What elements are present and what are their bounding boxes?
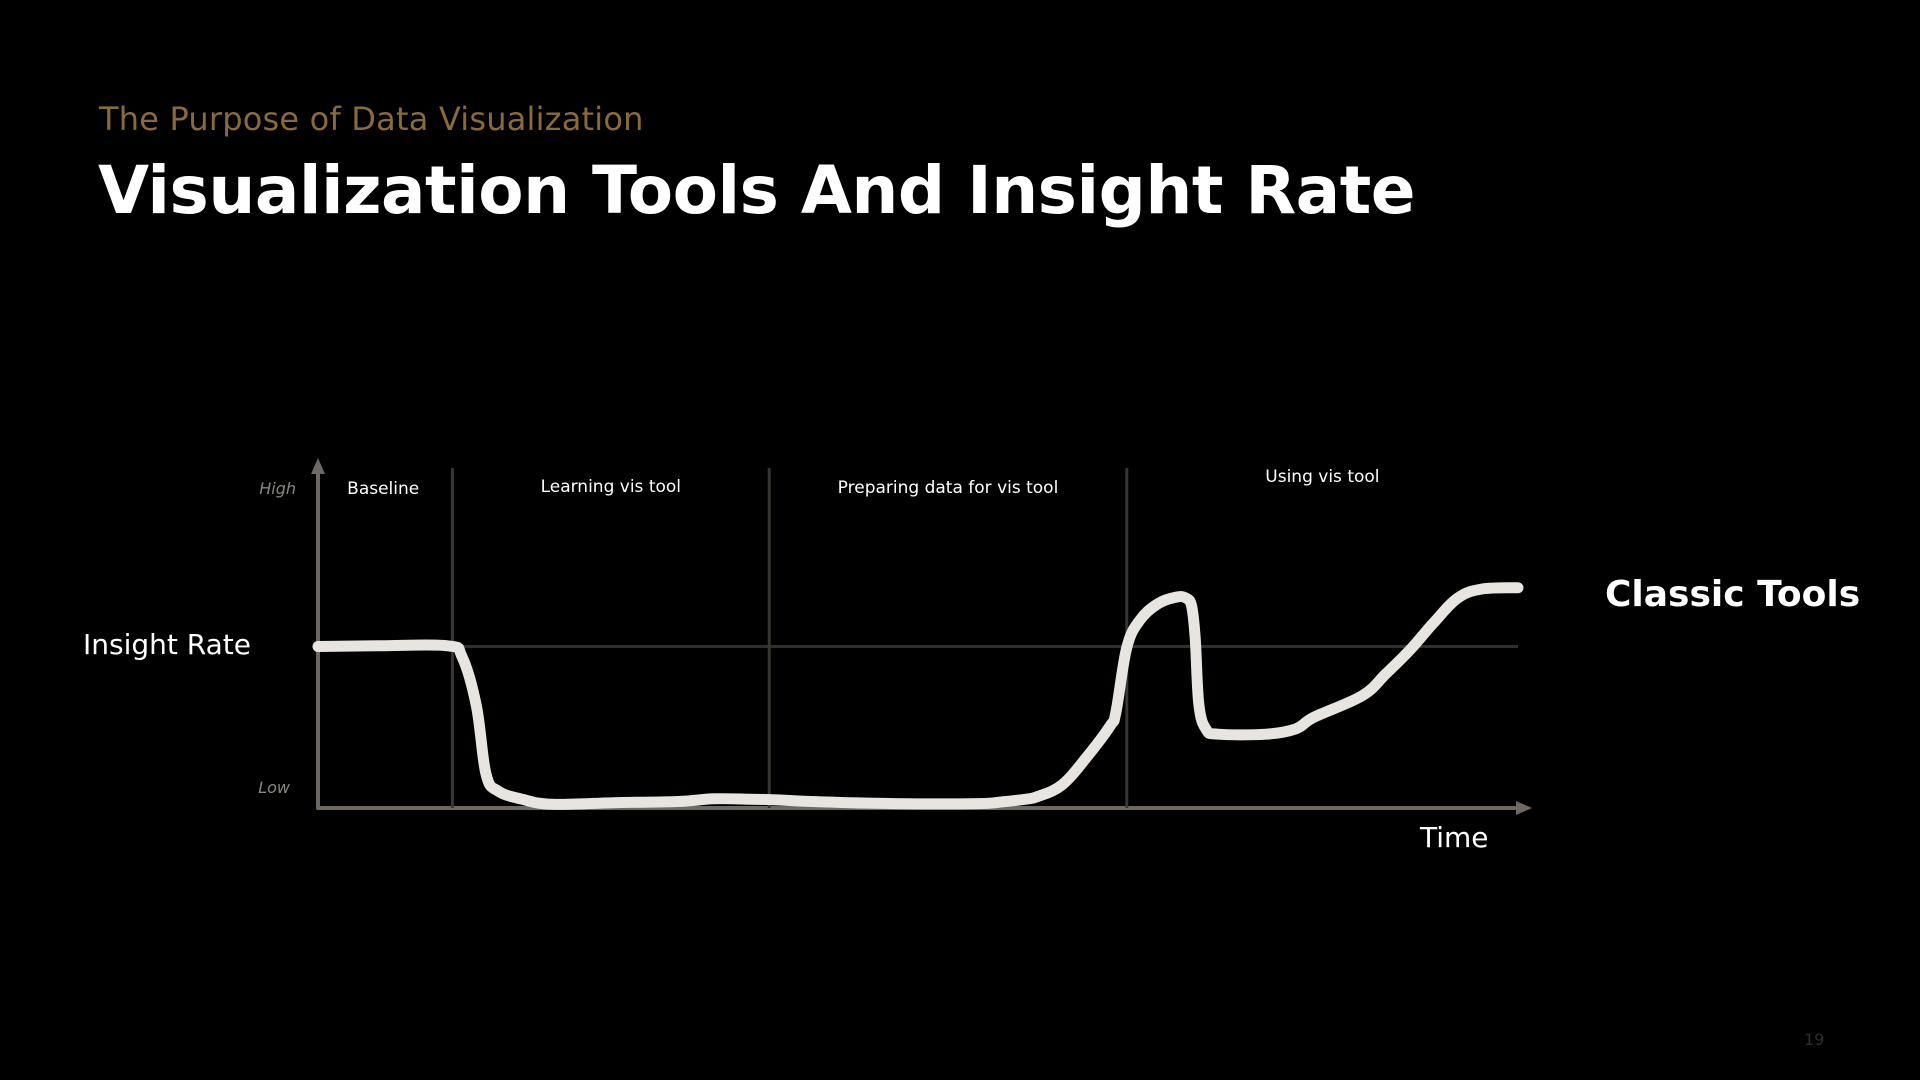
phase-label: Learning vis tool — [541, 477, 681, 497]
chart-axes — [311, 458, 1532, 815]
x-axis-arrow — [1516, 801, 1532, 815]
chart-labels: High Low Insight Rate Time Classic Tools — [83, 479, 1860, 854]
series-line-classic-tools — [312, 582, 1524, 810]
y-tick-high: High — [259, 479, 296, 498]
slide-title: Visualization Tools And Insight Rate — [98, 152, 1416, 229]
phase-label: Preparing data for vis tool — [838, 478, 1059, 498]
phase-label: Baseline — [347, 479, 419, 499]
phase-label: Using vis tool — [1265, 467, 1379, 487]
y-tick-low: Low — [258, 778, 291, 797]
x-axis-label: Time — [1419, 821, 1489, 854]
y-axis-label: Insight Rate — [83, 628, 251, 661]
y-axis-arrow — [311, 458, 325, 474]
phase-markers: Baseline Learning vis tool Preparing data … — [347, 467, 1380, 808]
chart-series — [312, 582, 1524, 810]
slide-kicker: The Purpose of Data Visualization — [99, 100, 644, 138]
page-number: 19 — [1804, 1030, 1825, 1049]
series-label-classic-tools: Classic Tools — [1605, 574, 1860, 615]
